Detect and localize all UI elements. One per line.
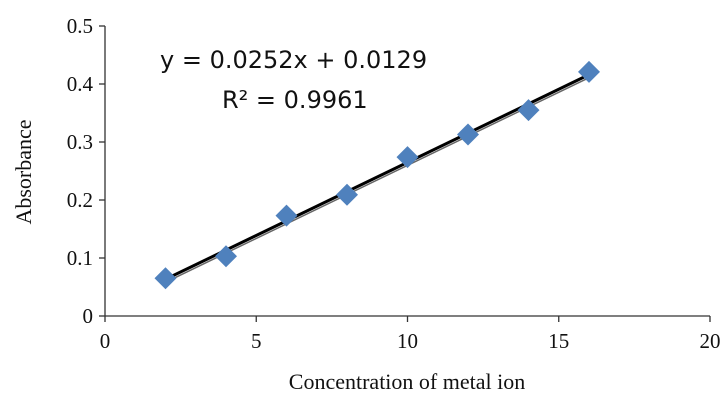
y-tick-label: 0 <box>83 304 94 328</box>
data-point <box>215 245 237 268</box>
y-tick-label: 0.4 <box>67 72 94 96</box>
y-tick-label: 0.1 <box>67 246 93 270</box>
data-point <box>275 204 298 227</box>
connector-line <box>165 76 590 283</box>
x-tick-label: 20 <box>700 329 721 353</box>
y-axis: 0 0.1 0.2 0.3 0.4 0.5 <box>67 14 106 328</box>
x-tick-label: 0 <box>100 329 111 353</box>
y-axis-title: Absorbance <box>11 119 36 224</box>
r-squared-label: R² = 0.9961 <box>222 86 368 114</box>
y-tick-label: 0.5 <box>67 14 93 38</box>
data-point <box>396 146 419 169</box>
x-tick-label: 10 <box>397 329 418 353</box>
data-point <box>457 123 479 146</box>
x-tick-label: 15 <box>548 329 569 353</box>
data-point <box>154 267 177 290</box>
y-tick-label: 0.2 <box>67 188 93 212</box>
trendline-equation: y = 0.0252x + 0.0129 <box>160 46 427 74</box>
y-tick-label: 0.3 <box>67 130 93 154</box>
data-points <box>154 60 600 290</box>
x-axis-title: Concentration of metal ion <box>289 369 525 394</box>
data-point <box>578 60 600 83</box>
x-axis: 0 5 10 15 20 <box>100 315 721 353</box>
data-point <box>336 183 358 206</box>
trendline-line <box>164 73 590 281</box>
trendline <box>164 73 590 283</box>
data-point <box>517 99 540 122</box>
x-tick-label: 5 <box>251 329 262 353</box>
